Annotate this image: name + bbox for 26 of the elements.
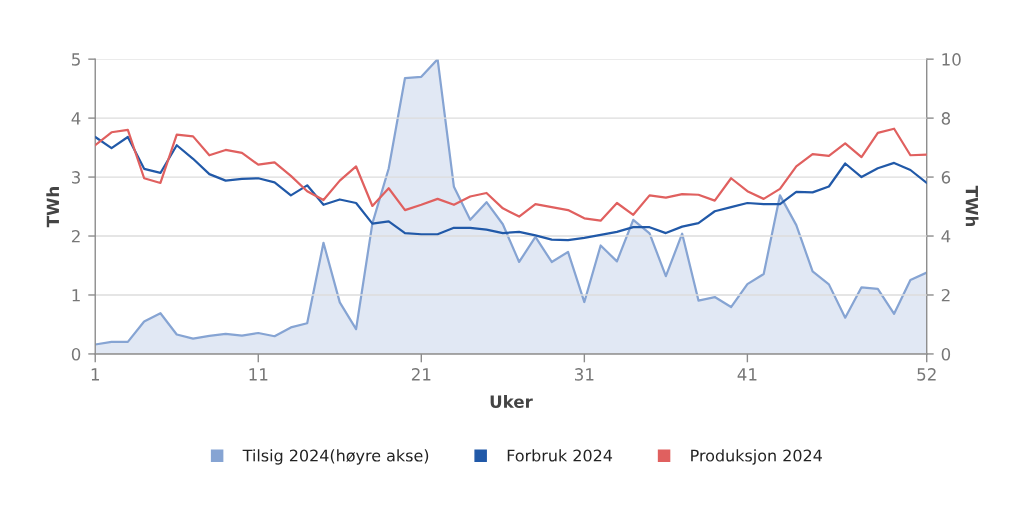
y2-axis-title: TWh [965,185,979,227]
y2-tick-label: 2 [941,288,950,302]
line-series [95,135,927,242]
x-tick-label: 31 [575,368,594,381]
x-axis-title: Uker [490,395,533,408]
y-tick-label: 5 [72,53,80,66]
legend-label: Produksjon 2024 [691,449,822,465]
y2-tick-label: 4 [941,230,951,243]
y-tick-label: 4 [71,112,81,125]
y-tick-label: 3 [72,171,81,184]
x-tick-label: 21 [411,368,431,381]
legend-label: Tilsig 2024(høyre akse) [242,449,429,465]
legend-label: Forbruk 2024 [507,449,613,462]
y-tick-label: 1 [72,289,80,302]
y2-tick-label: 0 [941,347,951,361]
y-axis-title: TWh [46,187,59,228]
x-tick-label: 52 [917,368,936,381]
x-tick-label: 11 [249,368,268,381]
y-tick-label: 2 [71,229,80,243]
y2-tick-label: 10 [942,53,961,66]
y-tick-label: 0 [71,347,81,361]
x-tick-label: 1 [91,368,99,381]
x-tick-label: 41 [737,368,757,381]
line-series [95,127,927,222]
y2-tick-label: 8 [941,112,951,125]
y2-tick-label: 6 [941,171,951,184]
